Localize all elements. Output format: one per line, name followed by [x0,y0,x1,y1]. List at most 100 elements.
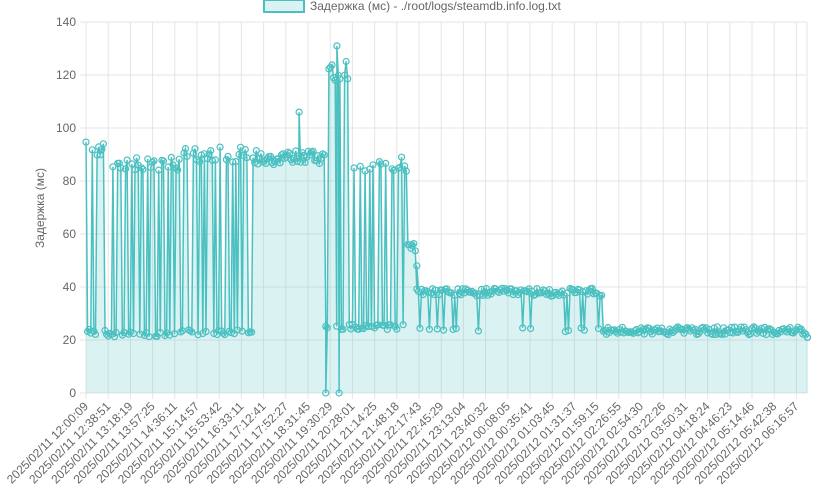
data-point[interactable] [424,288,432,296]
data-point[interactable] [411,247,419,255]
data-point[interactable] [155,166,163,174]
data-point[interactable] [133,154,141,162]
legend-swatch[interactable] [263,0,305,13]
data-point[interactable] [526,324,535,333]
data-point[interactable] [430,291,438,299]
data-point[interactable] [207,147,215,155]
data-point[interactable] [519,324,527,332]
data-point[interactable] [474,327,482,335]
data-point[interactable] [769,330,777,338]
data-point[interactable] [440,326,448,334]
data-point[interactable] [268,159,276,167]
data-point[interactable] [339,325,347,333]
data-point[interactable] [205,150,213,158]
data-point[interactable] [221,331,229,339]
data-point[interactable] [799,330,807,338]
data-point[interactable] [399,321,407,329]
data-point[interactable] [748,324,756,332]
data-point[interactable] [680,329,688,337]
data-point[interactable] [183,152,191,161]
data-point[interactable] [705,325,713,334]
data-point[interactable] [750,323,758,331]
data-point[interactable] [342,57,350,66]
data-point[interactable] [322,389,330,397]
data-point[interactable] [564,326,573,335]
data-point[interactable] [322,322,330,330]
data-point[interactable] [344,75,352,83]
data-point[interactable] [203,155,212,163]
data-point[interactable] [335,389,343,397]
data-point[interactable] [455,289,463,298]
data-point[interactable] [803,333,812,341]
data-point[interactable] [292,147,300,155]
data-point[interactable] [598,291,606,299]
data-point[interactable] [398,153,406,161]
data-point[interactable] [227,329,235,337]
data-point[interactable] [175,155,183,163]
data-point[interactable] [296,158,305,166]
data-point[interactable] [251,159,259,167]
data-point[interactable] [196,158,204,166]
data-point[interactable] [640,330,649,338]
data-point[interactable] [295,108,303,116]
data-point[interactable] [485,288,494,296]
data-point[interactable] [150,157,158,165]
data-point[interactable] [333,322,341,330]
data-point[interactable] [328,61,336,69]
data-point[interactable] [224,152,232,160]
data-point[interactable] [694,330,702,338]
data-point[interactable] [331,76,339,84]
data-point[interactable] [333,42,341,50]
data-point[interactable] [202,328,210,336]
data-point[interactable] [109,163,117,171]
data-point[interactable] [413,262,421,270]
data-point[interactable] [211,156,219,164]
data-point[interactable] [241,146,249,154]
data-point[interactable] [350,164,358,172]
data-point[interactable] [232,158,240,166]
data-point[interactable] [410,240,418,248]
data-point[interactable] [408,241,416,249]
data-point[interactable] [82,138,90,146]
data-point[interactable] [323,324,331,332]
data-point[interactable] [289,158,297,166]
data-point[interactable] [208,156,216,164]
data-point[interactable] [396,163,404,171]
data-point[interactable] [219,329,227,337]
data-point[interactable] [229,158,237,166]
data-point[interactable] [710,324,718,332]
data-point[interactable] [304,147,312,155]
data-point[interactable] [181,145,190,153]
data-point[interactable] [188,328,196,336]
data-point[interactable] [309,147,317,155]
legend-label[interactable]: Задержка (мс) - ./root/logs/steamdb.info… [310,0,561,13]
data-point[interactable] [137,164,145,172]
data-point[interactable] [580,326,588,334]
data-point[interactable] [159,157,168,165]
data-point[interactable] [191,145,199,153]
data-point[interactable] [738,327,747,335]
data-point[interactable] [718,330,726,338]
data-point[interactable] [102,330,111,338]
data-point[interactable] [285,149,294,157]
data-point[interactable] [174,166,182,174]
data-point[interactable] [377,160,385,168]
data-point[interactable] [363,321,371,329]
data-point[interactable] [449,325,457,333]
data-point[interactable] [189,149,197,157]
data-point[interactable] [177,328,185,336]
data-point[interactable] [266,152,275,160]
data-point[interactable] [416,324,424,332]
data-point[interactable] [248,328,256,336]
data-point[interactable] [148,158,156,166]
data-point[interactable] [563,289,571,297]
data-point[interactable] [454,285,462,293]
data-point[interactable] [336,75,344,83]
data-point[interactable] [284,148,292,156]
data-point[interactable] [656,327,664,335]
data-point[interactable] [136,330,144,338]
data-point[interactable] [345,321,353,329]
data-point[interactable] [561,328,569,336]
data-point[interactable] [315,159,323,168]
data-point[interactable] [402,167,410,175]
